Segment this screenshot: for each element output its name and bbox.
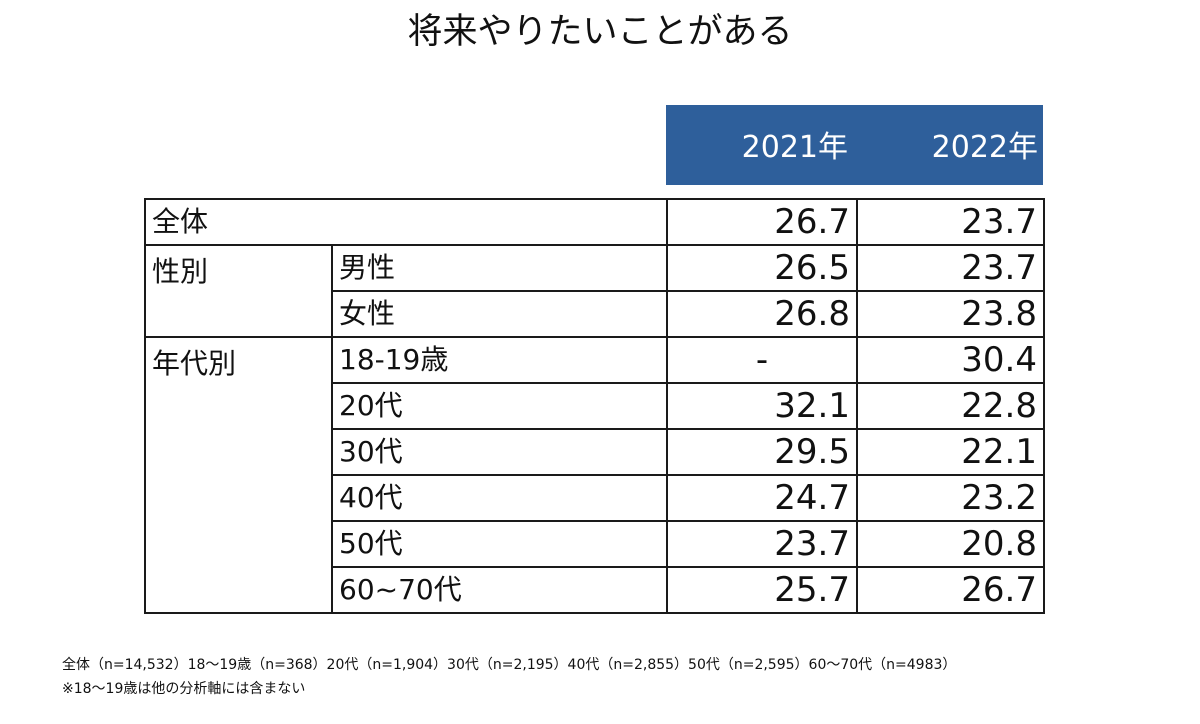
cell-age-30s-2022: 22.1 (856, 428, 1045, 476)
row-label-age-50s: 50代 (331, 520, 668, 568)
table-row: 性別 男性 26.5 23.7 (144, 244, 1045, 338)
table-row: 女性 26.8 23.8 (145, 290, 1045, 338)
table-row: 60~70代 25.7 26.7 (145, 566, 1045, 614)
row-label-female: 女性 (331, 290, 668, 338)
group-label-age: 年代別 (144, 336, 333, 614)
cell-age-60-70s-2022: 26.7 (856, 566, 1045, 614)
table-row: 全体 26.7 23.7 (144, 198, 1045, 246)
row-label-age-40s: 40代 (331, 474, 668, 522)
cell-age-50s-2021: 23.7 (666, 520, 858, 568)
sample-size-footnote: 全体（n=14,532）18～19歳（n=368）20代（n=1,904）30代… (62, 657, 957, 673)
cell-age-50s-2022: 20.8 (856, 520, 1045, 568)
table-row: 40代 24.7 23.2 (145, 474, 1045, 522)
row-label-age-60-70s: 60~70代 (331, 566, 668, 614)
cell-age-20s-2022: 22.8 (856, 382, 1045, 430)
cell-total-2022: 23.7 (856, 198, 1045, 246)
cell-female-2021: 26.8 (666, 290, 858, 338)
row-label-age-20s: 20代 (331, 382, 668, 430)
cell-age-20s-2021: 32.1 (666, 382, 858, 430)
cell-male-2022: 23.7 (856, 244, 1045, 292)
cell-age-40s-2022: 23.2 (856, 474, 1045, 522)
cell-age-18-19-2021: - (666, 336, 858, 384)
chart-title: 将来やりたいことがある (407, 12, 793, 52)
cell-female-2022: 23.8 (856, 290, 1045, 338)
column-header-bar: 2021年 2022年 (666, 105, 1043, 185)
cell-male-2021: 26.5 (666, 244, 858, 292)
data-table: 全体 26.7 23.7 性別 男性 26.5 23.7 女性 26.8 23.… (144, 198, 1045, 614)
cell-age-60-70s-2021: 25.7 (666, 566, 858, 614)
table-row: 20代 32.1 22.8 (145, 382, 1045, 430)
cell-total-2021: 26.7 (666, 198, 858, 246)
exclusion-footnote: ※18～19歳は他の分析軸には含まない (62, 681, 306, 697)
row-label-male: 男性 (331, 244, 668, 292)
row-label-age-18-19: 18-19歳 (331, 336, 668, 384)
group-label-gender: 性別 (144, 244, 333, 338)
row-label-age-30s: 30代 (331, 428, 668, 476)
column-header-2021: 2021年 (741, 130, 848, 165)
row-label-total: 全体 (144, 198, 668, 246)
cell-age-40s-2021: 24.7 (666, 474, 858, 522)
table-row: 年代別 18-19歳 - 30.4 (144, 336, 1045, 614)
cell-age-18-19-2022: 30.4 (856, 336, 1045, 384)
table-row: 30代 29.5 22.1 (145, 428, 1045, 476)
column-header-2022: 2022年 (931, 130, 1038, 165)
cell-age-30s-2021: 29.5 (666, 428, 858, 476)
table-row: 50代 23.7 20.8 (145, 520, 1045, 568)
